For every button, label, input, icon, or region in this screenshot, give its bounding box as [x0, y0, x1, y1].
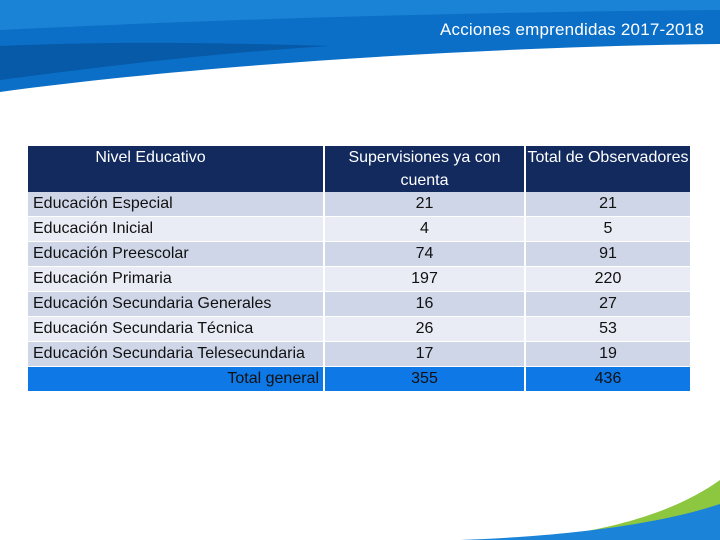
column-header-supervisiones: Supervisiones ya con cuenta [324, 146, 526, 192]
cell-nivel: Educación Especial [28, 192, 325, 217]
cell-nivel: Educación Inicial [28, 216, 325, 242]
cell-supervisiones: 21 [324, 192, 526, 217]
cell-nivel: Educación Primaria [28, 266, 325, 292]
cell-observadores: 53 [525, 316, 690, 342]
table-row: Educación Secundaria Técnica 26 53 [28, 316, 690, 342]
table-header-row: Nivel Educativo Supervisiones ya con cue… [28, 146, 690, 192]
corner-decoration [460, 480, 720, 540]
cell-supervisiones: 197 [324, 266, 526, 292]
total-label: Total general [28, 366, 325, 392]
table-row: Educación Preescolar 74 91 [28, 241, 690, 267]
cell-supervisiones: 26 [324, 316, 526, 342]
column-header-observadores: Total de Observadores [525, 146, 690, 192]
cell-nivel: Educación Preescolar [28, 241, 325, 267]
cell-supervisiones: 74 [324, 241, 526, 267]
table-row: Educación Inicial 4 5 [28, 216, 690, 242]
cell-observadores: 220 [525, 266, 690, 292]
page-title: Acciones emprendidas 2017-2018 [439, 20, 704, 39]
cell-nivel: Educación Secundaria Generales [28, 291, 325, 317]
table-total-row: Total general 355 436 [28, 366, 690, 392]
cell-supervisiones: 17 [324, 341, 526, 367]
cell-supervisiones: 16 [324, 291, 526, 317]
column-header-nivel: Nivel Educativo [28, 146, 325, 192]
cell-nivel: Educación Secundaria Técnica [28, 316, 325, 342]
cell-observadores: 5 [525, 216, 690, 242]
cell-nivel: Educación Secundaria Telesecundaria [28, 341, 325, 367]
table-row: Educación Secundaria Telesecundaria 17 1… [28, 341, 690, 367]
header-band [0, 0, 720, 92]
cell-observadores: 19 [525, 341, 690, 367]
data-table: Nivel Educativo Supervisiones ya con cue… [28, 146, 690, 392]
cell-supervisiones: 4 [324, 216, 526, 242]
table-row: Educación Primaria 197 220 [28, 266, 690, 292]
table-row: Educación Especial 21 21 [28, 192, 690, 217]
total-supervisiones: 355 [324, 366, 526, 392]
cell-observadores: 21 [525, 192, 690, 217]
total-observadores: 436 [525, 366, 690, 392]
cell-observadores: 27 [525, 291, 690, 317]
cell-observadores: 91 [525, 241, 690, 267]
table-row: Educación Secundaria Generales 16 27 [28, 291, 690, 317]
